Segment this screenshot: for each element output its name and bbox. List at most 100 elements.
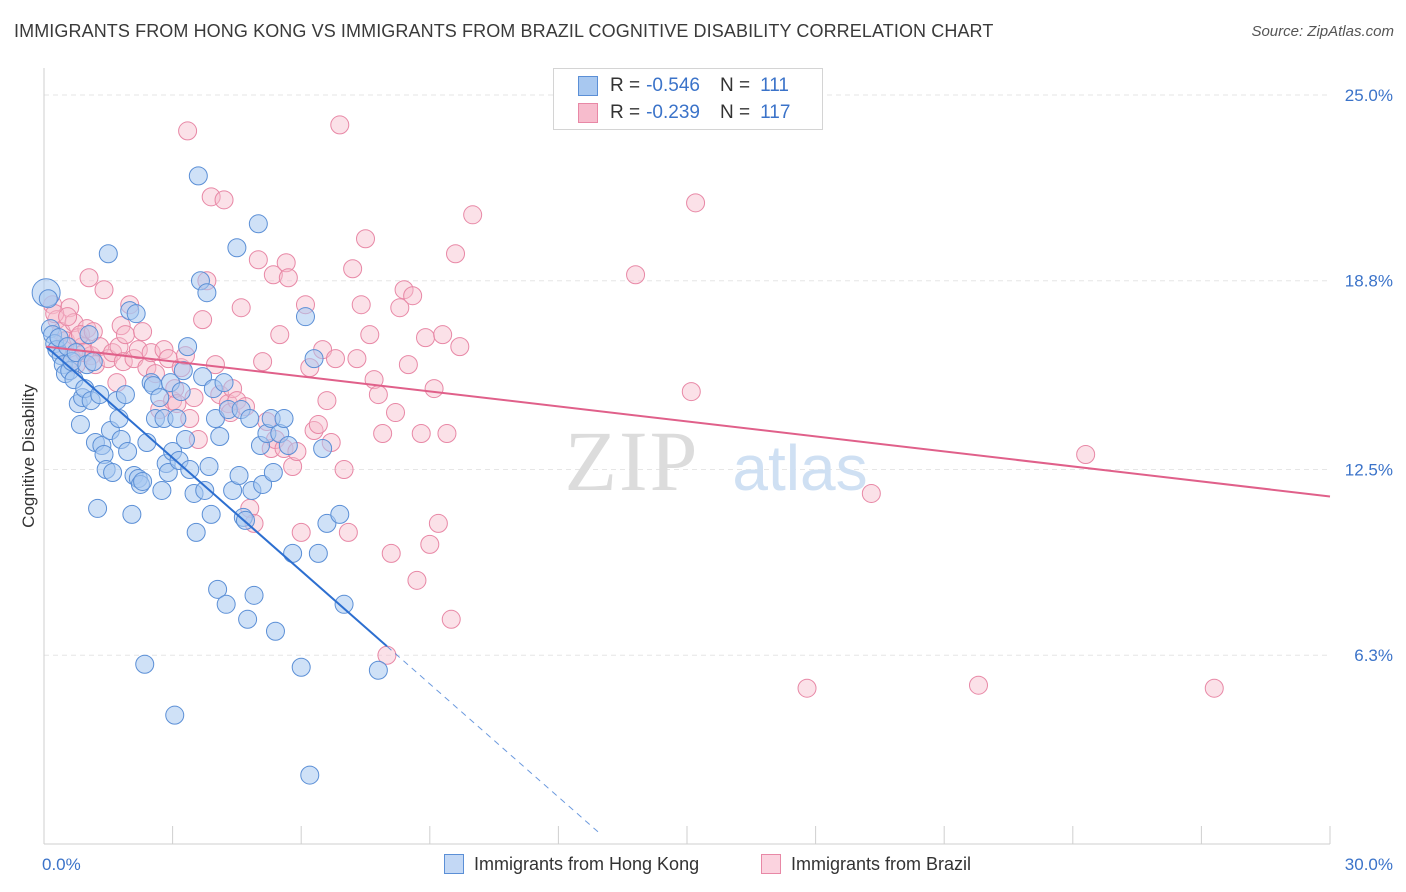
- brazil-point: [797, 678, 817, 698]
- brazil-point: [193, 310, 213, 330]
- y-tick-label: 12.5%: [1345, 460, 1393, 479]
- hong-kong-point: [135, 654, 155, 674]
- brazil-point: [420, 534, 440, 554]
- hong-kong-point: [201, 504, 221, 524]
- hong-kong-point: [253, 474, 273, 494]
- hong-kong-point: [152, 480, 172, 500]
- hong-kong-trend-extension: [386, 645, 602, 836]
- hong-kong-point: [278, 436, 298, 456]
- hong-kong-point: [313, 439, 333, 459]
- brazil-point: [343, 259, 363, 279]
- brazil-point: [373, 424, 393, 444]
- brazil-point: [441, 609, 461, 629]
- brazil-point: [334, 459, 354, 479]
- brazil-point: [390, 298, 410, 318]
- brazil-point: [263, 265, 283, 285]
- brazil-point: [861, 483, 881, 503]
- hong-kong-point: [263, 462, 283, 482]
- hong-kong-point: [79, 325, 99, 345]
- brazil-point: [360, 325, 380, 345]
- hong-kong-point: [150, 388, 170, 408]
- hong-kong-point: [186, 522, 206, 542]
- hong-kong-point: [98, 244, 118, 264]
- y-tick-label: 25.0%: [1345, 86, 1393, 105]
- chart-title: IMMIGRANTS FROM HONG KONG VS IMMIGRANTS …: [14, 21, 994, 41]
- hong-kong-point: [175, 430, 195, 450]
- hong-kong-point: [167, 409, 187, 429]
- hong-kong-point: [173, 361, 193, 381]
- hong-kong-point: [199, 456, 219, 476]
- hong-kong-point: [283, 543, 303, 563]
- brazil-point: [111, 316, 131, 336]
- brazil-point: [1076, 445, 1096, 465]
- legend-n-value: 111: [760, 75, 789, 96]
- brazil-point: [201, 187, 221, 207]
- brazil-point: [398, 355, 418, 375]
- legend-n-value: 117: [760, 102, 791, 123]
- legend-r-value: -0.546: [646, 75, 700, 96]
- brazil-point: [626, 265, 646, 285]
- hong-kong-point: [195, 480, 215, 500]
- legend-r-value: -0.239: [646, 102, 700, 123]
- hong-kong-point: [308, 543, 328, 563]
- hong-kong-point: [88, 498, 108, 518]
- brazil-point: [463, 205, 483, 225]
- hong-kong-point: [265, 621, 285, 641]
- bottom-legend-brazil: Immigrants from Brazil: [761, 852, 971, 876]
- hong-kong-point: [227, 238, 247, 258]
- hong-kong-point: [193, 367, 213, 387]
- bottom-legend-label-brazil: Immigrants from Brazil: [791, 853, 972, 874]
- grid: [44, 94, 1330, 656]
- hong-kong-trend-line: [45, 345, 388, 648]
- hong-kong-point: [109, 409, 129, 429]
- hong-kong-point: [334, 594, 354, 614]
- legend-swatch-blue: [578, 76, 598, 96]
- hong-kong-point: [158, 462, 178, 482]
- brazil-trend-line: [46, 345, 1331, 498]
- brazil-point: [1204, 678, 1224, 698]
- brazil-point: [283, 456, 303, 476]
- hong-kong-point: [103, 462, 123, 482]
- brazil-point: [433, 325, 453, 345]
- brazil-point: [681, 382, 701, 402]
- watermark: ZIP atlas: [565, 413, 868, 509]
- bottom-legend-hong-kong: Immigrants from Hong Kong: [444, 852, 699, 876]
- hong-kong-point: [238, 609, 258, 629]
- hong-kong-point: [133, 471, 153, 491]
- hong-kong-point: [216, 594, 236, 614]
- brazil-point: [178, 121, 198, 141]
- hong-kong-point: [304, 349, 324, 369]
- hong-kong-point: [368, 660, 388, 680]
- hong-kong-point: [171, 382, 191, 402]
- legend-r-label: R =: [610, 75, 641, 96]
- hong-kong-point: [210, 427, 230, 447]
- hong-kong-points: [31, 166, 388, 785]
- brazil-point: [968, 675, 988, 695]
- legend-n-label: N =: [719, 102, 751, 123]
- hong-kong-point: [274, 409, 294, 429]
- brazil-point: [381, 543, 401, 563]
- brazil-point: [133, 322, 153, 342]
- brazil-point: [141, 343, 161, 363]
- brazil-point: [291, 522, 311, 542]
- brazil-point: [338, 522, 358, 542]
- brazil-point: [253, 352, 273, 372]
- brazil-point: [407, 570, 427, 590]
- hong-kong-point: [118, 442, 138, 462]
- brazil-point: [351, 295, 371, 315]
- brazil-point: [231, 298, 251, 318]
- brazil-point: [411, 424, 431, 444]
- brazil-point: [446, 244, 466, 264]
- legend-r-label: R =: [610, 102, 641, 123]
- hong-kong-point: [188, 166, 208, 186]
- y-axis-label: Cognitive Disability: [19, 384, 38, 528]
- hong-kong-point: [229, 465, 249, 485]
- x-tick-label: 30.0%: [1345, 855, 1393, 874]
- watermark-atlas: atlas: [732, 432, 867, 504]
- brazil-point: [270, 325, 290, 345]
- watermark-zip: ZIP: [565, 413, 700, 509]
- axes: [43, 68, 1331, 845]
- hong-kong-point: [214, 373, 234, 393]
- brazil-point: [58, 307, 78, 327]
